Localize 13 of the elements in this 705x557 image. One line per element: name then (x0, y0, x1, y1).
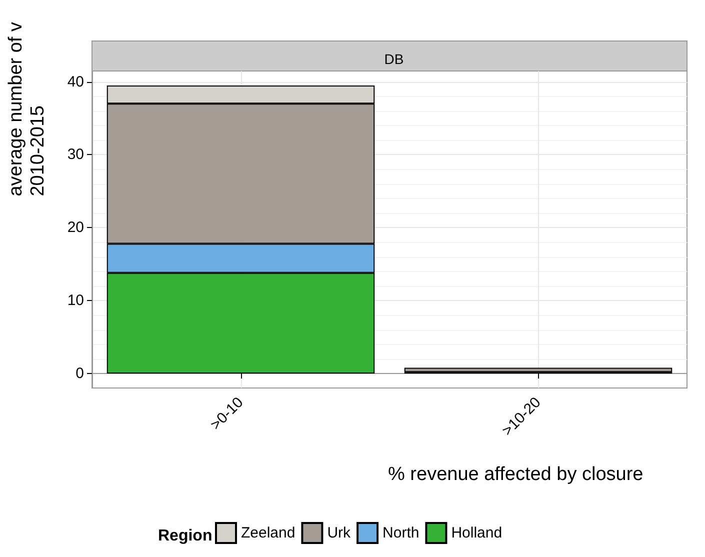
y-axis-title: average number of v 2010-2015 (6, 22, 48, 196)
x-axis-title: % revenue affected by closure (388, 464, 644, 485)
y-tick-label: 30 (67, 146, 84, 164)
y-tick-label: 20 (67, 219, 84, 236)
legend-label: North (382, 524, 420, 542)
y-tick-label: 0 (76, 365, 84, 382)
legend-label: Zeeland (241, 524, 296, 542)
legend-label: Urk (327, 524, 352, 542)
legend-label: Holland (451, 524, 502, 542)
chart-subtitle: DB (384, 51, 404, 67)
legend-title: Region (158, 528, 212, 544)
y-tick-label: 10 (67, 292, 84, 310)
y-tick-label: 40 (67, 73, 84, 90)
